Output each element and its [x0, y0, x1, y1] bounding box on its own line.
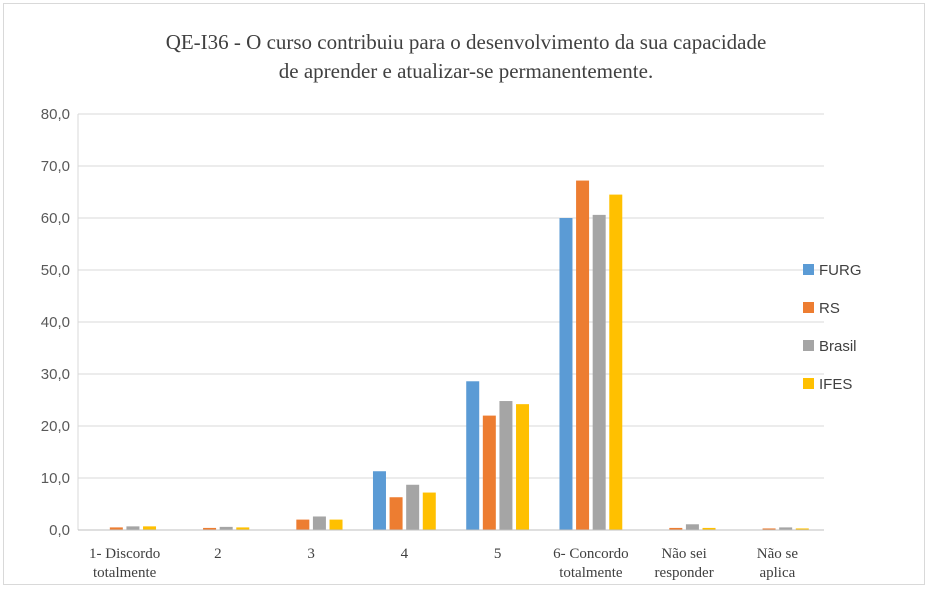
- y-tick-label: 80,0: [41, 106, 70, 123]
- bar: [482, 415, 496, 530]
- legend-swatch: [803, 378, 814, 389]
- chart-title-line-2: de aprender e atualizar-se permanentemen…: [278, 59, 654, 83]
- legend-swatch: [803, 264, 814, 275]
- x-category-label: 6- Concordo: [553, 546, 628, 562]
- legend-swatch: [803, 340, 814, 351]
- bar: [109, 527, 123, 530]
- bar: [669, 527, 683, 530]
- bar: [203, 527, 217, 530]
- x-category-label: 2: [214, 546, 222, 562]
- bar: [236, 527, 250, 530]
- bar: [126, 526, 140, 530]
- bar: [702, 527, 716, 530]
- bar: [296, 519, 310, 530]
- chart-title-line-1: QE-I36 - O curso contribuiu para o desen…: [165, 30, 767, 54]
- bar: [406, 484, 420, 530]
- legend-label: RS: [819, 300, 840, 317]
- y-tick-label: 30,0: [41, 366, 70, 383]
- chart-title: QE-I36 - O curso contribuiu para o desen…: [0, 28, 932, 86]
- y-tick-label: 60,0: [41, 210, 70, 227]
- legend-label: IFES: [819, 376, 852, 393]
- bar: [312, 516, 326, 530]
- bar: [592, 214, 606, 530]
- y-tick-label: 40,0: [41, 314, 70, 331]
- bar: [762, 528, 776, 530]
- bar: [559, 218, 573, 530]
- y-tick-label: 50,0: [41, 262, 70, 279]
- legend-swatch: [803, 302, 814, 313]
- x-category-label: 1- Discordo: [89, 546, 160, 562]
- x-category-label: 5: [494, 546, 502, 562]
- x-category-label: 3: [307, 546, 315, 562]
- x-category-label: 4: [401, 546, 409, 562]
- bar: [685, 524, 699, 530]
- x-category-label: responder: [655, 565, 714, 581]
- x-category-label: totalmente: [559, 565, 623, 581]
- bar: [516, 404, 530, 530]
- y-tick-label: 0,0: [49, 522, 70, 539]
- chart-frame: [3, 3, 925, 585]
- legend-label: Brasil: [819, 338, 857, 355]
- y-tick-label: 10,0: [41, 470, 70, 487]
- bar: [143, 526, 157, 530]
- bar: [779, 527, 793, 530]
- bar: [795, 528, 809, 530]
- x-category-label: aplica: [759, 565, 795, 581]
- bar: [576, 180, 590, 530]
- bar: [609, 194, 623, 530]
- bar: [389, 497, 403, 530]
- bar: [466, 381, 480, 530]
- legend-label: FURG: [819, 262, 862, 279]
- bar: [422, 492, 436, 530]
- x-category-label: totalmente: [93, 565, 157, 581]
- bar: [329, 519, 343, 530]
- x-category-label: Não sei: [661, 546, 706, 562]
- bar: [372, 471, 386, 530]
- y-tick-label: 20,0: [41, 418, 70, 435]
- bar: [219, 526, 233, 530]
- x-category-label: Não se: [757, 546, 799, 562]
- y-tick-label: 70,0: [41, 158, 70, 175]
- bar: [499, 401, 513, 530]
